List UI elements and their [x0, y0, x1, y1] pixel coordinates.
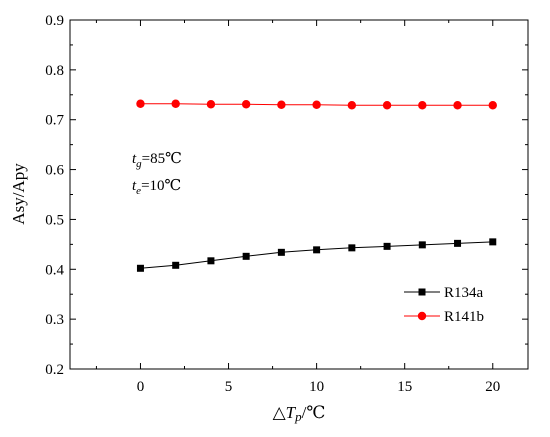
- y-tick-label: 0.2: [45, 362, 64, 378]
- annotation-te-sub: e: [136, 185, 141, 197]
- data-point-r141b: [241, 100, 251, 109]
- y-tick-label: 0.8: [45, 63, 64, 79]
- x-axis-title-prefix: △: [273, 403, 287, 422]
- y-tick-label: 0.9: [45, 13, 64, 29]
- legend-marker-r141b: [417, 311, 427, 321]
- annotation-te-value: =10℃: [141, 178, 181, 194]
- x-tick-label: 5: [225, 379, 233, 395]
- y-tick-label: 0.3: [45, 312, 64, 328]
- legend-label-r134a: R134a: [444, 285, 484, 301]
- x-tick-label: 15: [397, 379, 412, 395]
- data-point-r134a: [277, 248, 285, 256]
- data-point-r134a: [172, 261, 180, 269]
- y-tick-label: 0.6: [45, 163, 64, 179]
- data-point-r134a: [242, 252, 250, 260]
- x-axis-title-sub: p: [294, 409, 302, 424]
- x-tick-label: 20: [485, 379, 500, 395]
- data-point-r141b: [418, 101, 427, 110]
- y-axis-title: Asy/Apy: [9, 163, 28, 225]
- series-r141b: [136, 99, 497, 110]
- x-axis-title: △Tp/℃: [273, 403, 326, 424]
- annotation-tg-value: =85℃: [142, 151, 182, 167]
- data-point-r141b: [136, 99, 145, 108]
- legend-marker-r134a: [418, 288, 426, 296]
- y-axis-tick-labels: 0.2 0.3 0.4 0.5 0.6 0.7 0.8 0.9: [45, 13, 64, 378]
- data-point-r141b: [382, 101, 392, 110]
- x-axis-ticks: [95, 20, 494, 369]
- data-point-r134a: [418, 241, 426, 249]
- data-point-r141b: [347, 101, 357, 110]
- annotation-tg-sub: g: [136, 158, 142, 170]
- legend: R134a R141b: [404, 285, 484, 325]
- y-axis-ticks: [70, 19, 528, 370]
- data-point-r134a: [207, 257, 215, 265]
- y-tick-label: 0.5: [45, 212, 64, 228]
- data-point-r141b: [488, 101, 497, 110]
- annotation-tg: tg=85℃: [132, 151, 182, 170]
- data-point-r134a: [383, 242, 391, 250]
- legend-label-r141b: R141b: [444, 309, 484, 325]
- annotation-te-var: t: [132, 178, 137, 194]
- x-axis-tick-labels: 0 5 10 15 20: [137, 379, 501, 395]
- y-tick-label: 0.7: [45, 113, 64, 129]
- x-tick-label: 0: [137, 379, 145, 395]
- data-point-r141b: [453, 101, 462, 110]
- data-point-r134a: [348, 244, 356, 252]
- data-point-r134a: [489, 238, 497, 246]
- series-line-r134a: [140, 241, 493, 269]
- x-axis-title-unit: /℃: [302, 403, 326, 422]
- data-point-r141b: [171, 99, 180, 108]
- x-axis-title-var: T: [286, 403, 297, 422]
- series-r134a: [136, 238, 497, 272]
- series-layer: [136, 99, 497, 272]
- annotation-te: te=10℃: [132, 178, 181, 197]
- data-point-r141b: [277, 100, 286, 109]
- x-tick-label: 10: [309, 379, 324, 395]
- annotation-tg-var: t: [132, 151, 137, 167]
- y-tick-label: 0.4: [45, 262, 64, 278]
- data-point-r134a: [313, 246, 321, 254]
- data-point-r141b: [206, 100, 216, 109]
- data-point-r134a: [454, 239, 462, 247]
- data-point-r141b: [312, 100, 321, 109]
- data-point-r134a: [136, 264, 144, 272]
